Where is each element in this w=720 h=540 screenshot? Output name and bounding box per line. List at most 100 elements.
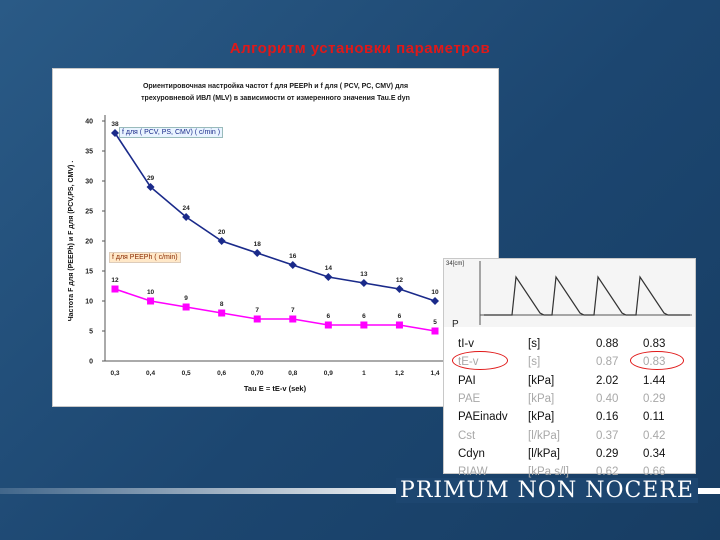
parameter-row: Cst [l/kPa] 0.37 0.42 xyxy=(458,426,683,444)
pressure-label: P xyxy=(452,319,459,330)
y-tick-label: 30 xyxy=(85,179,93,186)
parameter-row: RIAW [kPa s/l] 0.62 0.66 xyxy=(458,463,683,481)
data-label: 24 xyxy=(182,205,190,212)
data-point-square xyxy=(218,309,226,317)
x-tick-label: 0,8 xyxy=(288,370,297,377)
pressure-waveform xyxy=(479,261,692,325)
x-tick-label: 0,5 xyxy=(182,370,191,377)
waveform-scale-label: 34[cm] xyxy=(446,261,465,267)
parameter-v1: 0.40 xyxy=(596,393,619,406)
series-label-peep: f для PEEPh ( c/min) xyxy=(109,252,181,263)
chart-heading-line-1: Ориентировочная настройка частот f для P… xyxy=(142,83,409,90)
motto-divider xyxy=(0,488,720,494)
parameter-v2: 0.34 xyxy=(643,447,666,460)
data-point-square xyxy=(431,327,439,335)
data-label: 12 xyxy=(111,277,119,284)
data-label: 38 xyxy=(111,121,119,128)
series-label-pcv: f для ( PCV, PS, CMV) ( c/min ) xyxy=(119,127,224,138)
data-point-square xyxy=(182,303,190,311)
parameter-row: PAE [kPa] 0.40 0.29 xyxy=(458,390,683,408)
parameter-v1: 0.87 xyxy=(596,356,619,369)
parameter-v2: 0.42 xyxy=(643,429,666,442)
parameter-v1: 2.02 xyxy=(596,374,619,387)
parameter-name: tI-v xyxy=(458,338,474,351)
parameter-row: PAEinadv [kPa] 0.16 0.11 xyxy=(458,408,683,426)
chart-panel: Ориентировочная настройка частот f для P… xyxy=(52,68,499,407)
data-point-diamond xyxy=(431,297,439,305)
parameter-v2: 0.11 xyxy=(643,411,665,424)
x-axis-label: Tau E = tE-v (sek) xyxy=(244,384,307,393)
y-axis-label: Частота F для (PEEPh) и F для (PCV,PS, C… xyxy=(68,161,75,322)
data-point-diamond xyxy=(288,261,297,269)
x-tick-label: 0,6 xyxy=(217,370,226,377)
parameter-name: RIAW xyxy=(458,466,488,479)
parameter-unit: [l/kPa] xyxy=(528,447,560,460)
data-label: 12 xyxy=(396,277,404,284)
x-tick-label: 0,70 xyxy=(251,370,264,377)
x-tick-label: 1 xyxy=(362,370,366,377)
data-point-square xyxy=(324,321,332,329)
pressure-waveform-area: 34[cm] P xyxy=(444,259,695,330)
data-point-diamond xyxy=(182,213,191,221)
data-label: 6 xyxy=(398,313,402,320)
data-point-diamond xyxy=(324,273,333,281)
data-label: 10 xyxy=(431,289,439,296)
x-tick-label: 1,2 xyxy=(395,370,404,377)
motto-text: PRIMUM NON NOCERE xyxy=(396,478,698,503)
data-point-square xyxy=(395,321,403,329)
slide-title: Алгоритм установки параметров xyxy=(229,40,491,57)
x-tick-label: 1,4 xyxy=(430,370,439,377)
parameter-unit: [l/kPa] xyxy=(528,429,560,442)
data-label: 29 xyxy=(147,175,155,182)
parameter-table: tI-v [s] 0.88 0.83 tE-v [s] 0.87 0.83 PAI [kPa] 2.… xyxy=(458,335,683,481)
data-point-diamond xyxy=(146,183,155,191)
data-point-diamond xyxy=(395,285,404,293)
x-tick-label: 0,9 xyxy=(324,370,333,377)
series-line-1 xyxy=(114,288,436,332)
parameter-unit: [kPa] xyxy=(528,374,555,387)
data-label: 14 xyxy=(325,265,333,272)
y-tick-label: 40 xyxy=(85,119,93,126)
data-point-square xyxy=(147,297,155,305)
y-tick-label: 35 xyxy=(85,149,93,156)
x-tick-label: 0,4 xyxy=(146,370,155,377)
y-tick-label: 20 xyxy=(85,239,93,246)
highlight-circle-te-v-value xyxy=(630,351,684,370)
parameter-row: PAI [kPa] 2.02 1.44 xyxy=(458,372,683,390)
frequency-chart: 0 5 10 15 20 25 30 35 40 0,3 0,4 0,5 0,6 0,70 0,8 0,9 1 1… xyxy=(68,115,447,393)
parameter-unit: [kPa s/l] xyxy=(528,466,569,479)
data-label: 6 xyxy=(362,313,366,320)
chart-heading: Ориентировочная настройка частот f для P… xyxy=(53,81,498,105)
y-tick-label: 10 xyxy=(85,299,93,306)
parameter-unit: [s] xyxy=(528,356,541,369)
y-tick-label: 15 xyxy=(85,269,93,276)
y-tick-label: 25 xyxy=(85,209,93,216)
data-point-diamond xyxy=(217,237,226,245)
parameter-v2: 0.83 xyxy=(643,338,666,351)
pressure-curve xyxy=(484,275,690,316)
data-label: 16 xyxy=(289,253,297,260)
parameter-v1: 0.16 xyxy=(596,411,619,424)
parameter-name: PAE xyxy=(458,393,481,406)
parameter-row: Cdyn [l/kPa] 0.29 0.34 xyxy=(458,445,683,463)
data-point-square xyxy=(111,285,119,293)
data-label: 6 xyxy=(327,313,331,320)
data-label: 7 xyxy=(255,307,259,314)
data-point-square xyxy=(253,315,261,323)
parameter-name: PAEinadv xyxy=(458,411,508,424)
parameter-v2: 0.29 xyxy=(643,393,666,406)
data-point-square xyxy=(360,321,368,329)
data-label: 18 xyxy=(254,241,262,248)
parameter-v1: 0.37 xyxy=(596,429,619,442)
parameter-name: Cst xyxy=(458,429,476,442)
series-line-0 xyxy=(114,132,436,302)
parameter-name: PAI xyxy=(458,374,476,387)
data-label: 8 xyxy=(220,301,224,308)
parameter-v2: 1.44 xyxy=(643,374,666,387)
parameter-unit: [kPa] xyxy=(528,393,555,406)
parameter-unit: [kPa] xyxy=(528,411,555,424)
data-point-diamond xyxy=(253,249,262,257)
parameter-row: tI-v [s] 0.88 0.83 xyxy=(458,335,683,353)
y-tick-label: 0 xyxy=(89,359,93,366)
parameter-v1: 0.29 xyxy=(596,447,619,460)
